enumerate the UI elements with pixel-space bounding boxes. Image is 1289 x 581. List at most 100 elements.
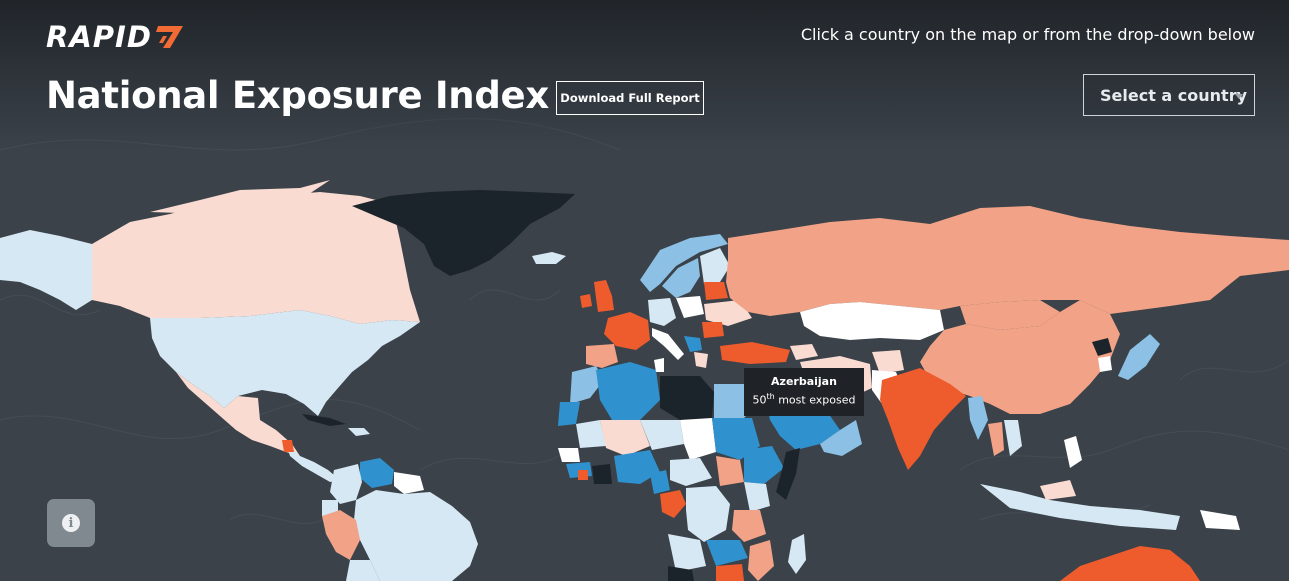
country-south-korea[interactable] [1098, 356, 1112, 372]
tooltip-rank: 50th most exposed [744, 389, 864, 409]
country-namibia[interactable] [668, 566, 694, 581]
country-tooltip: Azerbaijan 50th most exposed [744, 368, 864, 416]
country-guianas[interactable] [394, 472, 424, 494]
country-venezuela[interactable] [360, 458, 394, 488]
country-mali[interactable] [600, 420, 650, 456]
country-balkans[interactable] [684, 336, 702, 352]
country-finland[interactable] [700, 248, 730, 284]
info-icon: i [62, 514, 80, 532]
country-brazil[interactable] [354, 490, 478, 581]
country-spain[interactable] [586, 344, 618, 368]
country-morocco[interactable] [570, 366, 604, 404]
country-congo-drc[interactable] [686, 486, 730, 542]
country-nigeria[interactable] [614, 450, 660, 484]
country-canada[interactable] [92, 192, 420, 324]
country-greenland[interactable] [352, 190, 575, 276]
country-yemen-oman[interactable] [820, 420, 862, 456]
logo-7-mark-icon [154, 24, 184, 50]
country-ukraine[interactable] [704, 300, 752, 326]
country-malaysia[interactable] [1040, 480, 1076, 500]
country-kenya[interactable] [744, 482, 770, 512]
country-south-sudan[interactable] [716, 456, 744, 486]
map-instructions: Click a country on the map or from the d… [800, 25, 1255, 44]
country-poland[interactable] [676, 296, 704, 318]
country-germany[interactable] [648, 298, 676, 326]
country-canada-arctic[interactable] [150, 180, 330, 214]
country-png[interactable] [1200, 510, 1240, 530]
country-belarus[interactable] [704, 282, 728, 300]
country-usa[interactable] [150, 310, 420, 416]
country-kazakhstan[interactable] [800, 302, 944, 340]
country-angola[interactable] [668, 534, 706, 572]
country-zambia[interactable] [706, 540, 748, 566]
country-select-dropdown[interactable]: Select a country [1083, 74, 1255, 116]
country-caucasus[interactable] [790, 344, 818, 360]
country-ireland[interactable] [580, 294, 592, 308]
country-tanzania[interactable] [732, 510, 766, 542]
tooltip-rank-text: most exposed [778, 393, 856, 407]
country-gabon[interactable] [660, 490, 686, 518]
country-alaska[interactable] [0, 230, 92, 310]
country-indonesia[interactable] [980, 484, 1180, 530]
country-thailand[interactable] [988, 422, 1004, 456]
country-myanmar[interactable] [968, 396, 988, 440]
country-philippines[interactable] [1064, 436, 1082, 468]
country-caribbean[interactable] [348, 428, 370, 436]
country-egypt[interactable] [714, 384, 752, 418]
country-italy[interactable] [652, 328, 684, 360]
country-russia[interactable] [726, 206, 1289, 316]
country-mozambique[interactable] [748, 540, 774, 581]
country-japan[interactable] [1118, 334, 1160, 380]
logo-text: RAPID [46, 20, 152, 54]
country-algeria[interactable] [596, 362, 660, 420]
country-zimbabwe[interactable] [716, 564, 744, 581]
country-madagascar[interactable] [788, 534, 806, 574]
country-france[interactable] [604, 312, 650, 350]
tooltip-rank-number: 50 [752, 393, 767, 407]
tooltip-rank-suffix: th [766, 392, 775, 401]
info-button[interactable]: i [47, 499, 95, 547]
country-libya[interactable] [660, 376, 714, 420]
country-norway[interactable] [640, 234, 728, 292]
rapid7-logo[interactable]: RAPID [46, 20, 184, 54]
country-ethiopia[interactable] [744, 446, 784, 484]
country-ghana[interactable] [578, 470, 588, 480]
country-chad[interactable] [680, 418, 716, 460]
country-greece[interactable] [694, 352, 708, 368]
country-india[interactable] [880, 368, 966, 470]
header-shade [0, 0, 1289, 150]
country-senegal[interactable] [558, 448, 580, 462]
country-vietnam[interactable] [1004, 420, 1022, 456]
page-title: National Exposure Index [46, 74, 549, 117]
country-niger[interactable] [640, 420, 684, 450]
country-cameroon[interactable] [650, 470, 670, 494]
country-cuba[interactable] [302, 414, 346, 426]
country-guatemala[interactable] [282, 440, 294, 452]
country-turkey[interactable] [720, 342, 790, 364]
country-car[interactable] [670, 458, 712, 486]
country-iceland[interactable] [532, 252, 566, 264]
country-mexico[interactable] [176, 372, 300, 456]
country-western-sahara[interactable] [558, 402, 580, 426]
country-australia[interactable] [1060, 546, 1200, 581]
country-tunisia[interactable] [654, 358, 664, 372]
country-mauritania[interactable] [576, 420, 606, 448]
country-central-america[interactable] [286, 444, 340, 482]
chevron-down-icon [1235, 94, 1243, 99]
country-china[interactable] [920, 300, 1120, 414]
country-sweden[interactable] [662, 258, 700, 298]
country-ivory-coast[interactable] [592, 464, 612, 484]
country-somalia[interactable] [776, 448, 800, 500]
country-romania[interactable] [702, 322, 724, 338]
country-colombia[interactable] [330, 464, 362, 504]
country-afghanistan[interactable] [872, 350, 904, 374]
country-peru[interactable] [322, 510, 360, 560]
country-uk[interactable] [594, 280, 614, 312]
country-select-label: Select a country [1100, 85, 1248, 105]
country-north-korea[interactable] [1092, 338, 1112, 356]
country-mongolia[interactable] [960, 300, 1060, 330]
country-bolivia[interactable] [346, 560, 380, 581]
download-report-button[interactable]: Download Full Report [556, 81, 704, 115]
